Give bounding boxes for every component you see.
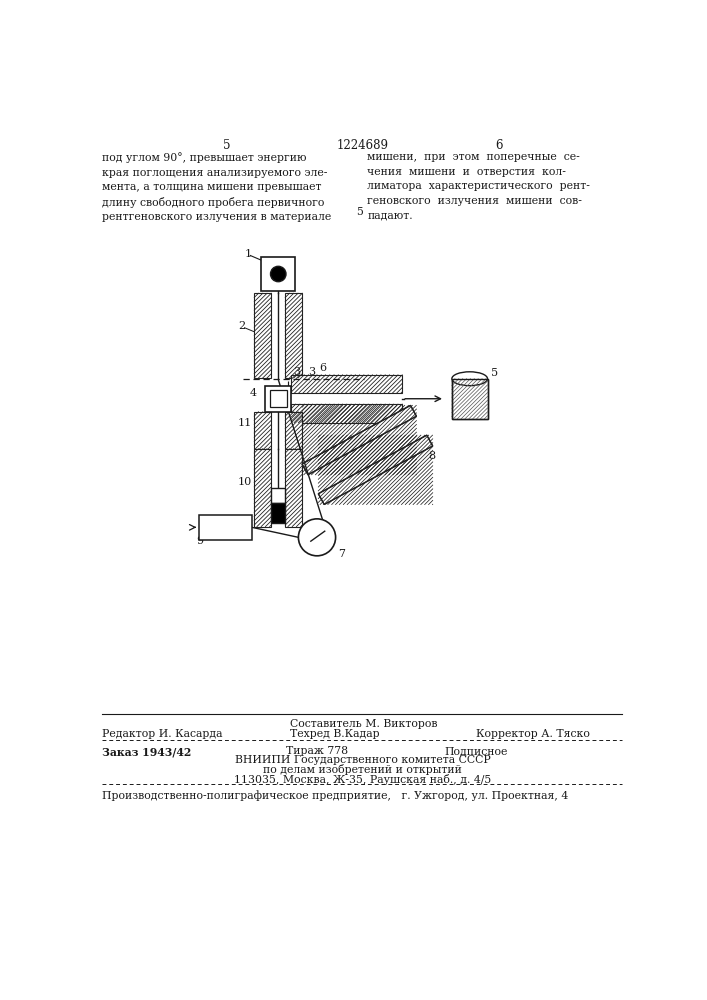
Text: 1: 1 (244, 249, 251, 259)
Text: 9: 9 (196, 536, 203, 546)
Circle shape (271, 266, 286, 282)
Text: Техред В.Кадар: Техред В.Кадар (290, 729, 380, 739)
Polygon shape (318, 435, 433, 505)
Text: 1224689: 1224689 (337, 139, 389, 152)
Text: мишени,  при  этом  поперечные  се-
чения  мишени  и  отверстия  кол-
лиматора  : мишени, при этом поперечные се- чения ми… (368, 152, 590, 220)
Text: 6: 6 (496, 139, 503, 152)
Text: 2: 2 (239, 321, 246, 331)
Bar (265, 386, 291, 412)
Bar (452, 379, 488, 419)
Text: 11: 11 (237, 418, 252, 428)
Bar (285, 449, 303, 527)
Text: Корректор А. Тяско: Корректор А. Тяско (476, 729, 590, 739)
Bar (452, 379, 488, 419)
Text: Составитель М. Викторов: Составитель М. Викторов (290, 719, 438, 729)
Text: 4: 4 (250, 388, 257, 398)
Text: 3: 3 (293, 367, 300, 377)
Text: по делам изобретений и открытий: по делам изобретений и открытий (263, 764, 462, 775)
Bar (255, 293, 271, 378)
Bar (285, 412, 303, 449)
Bar (271, 503, 285, 523)
Text: 7: 7 (338, 549, 345, 559)
Bar (255, 412, 271, 449)
Bar (291, 404, 402, 423)
Bar (285, 293, 303, 378)
Bar (255, 449, 271, 527)
Bar (199, 515, 252, 540)
Text: Заказ 1943/42: Заказ 1943/42 (103, 746, 192, 757)
Text: 3: 3 (308, 367, 315, 377)
Text: 113035, Москва, Ж-35, Раушская наб., д. 4/5: 113035, Москва, Ж-35, Раушская наб., д. … (234, 774, 491, 785)
Bar (291, 375, 402, 393)
Text: Редактор И. Касарда: Редактор И. Касарда (103, 729, 223, 739)
Bar (270, 390, 287, 407)
Text: под углом 90°, превышает энергию
края поглощения анализируемого эле-
мента, а то: под углом 90°, превышает энергию края по… (103, 152, 332, 222)
Text: Подписное: Подписное (445, 746, 508, 756)
Text: 6: 6 (320, 363, 327, 373)
Text: 8: 8 (428, 451, 435, 461)
Bar (261, 257, 296, 291)
Text: 5: 5 (356, 207, 363, 217)
Circle shape (298, 519, 336, 556)
Text: ВНИИПИ Государственного комитета СССР: ВНИИПИ Государственного комитета СССР (235, 755, 491, 765)
Text: 5: 5 (491, 368, 498, 378)
Text: Тираж 778: Тираж 778 (286, 746, 348, 756)
Text: 10: 10 (237, 477, 252, 487)
Bar (271, 488, 285, 503)
Ellipse shape (452, 372, 488, 386)
Polygon shape (302, 405, 416, 475)
Text: Производственно-полиграфическое предприятие,   г. Ужгород, ул. Проектная, 4: Производственно-полиграфическое предприя… (103, 790, 568, 801)
Text: 5: 5 (223, 139, 230, 152)
